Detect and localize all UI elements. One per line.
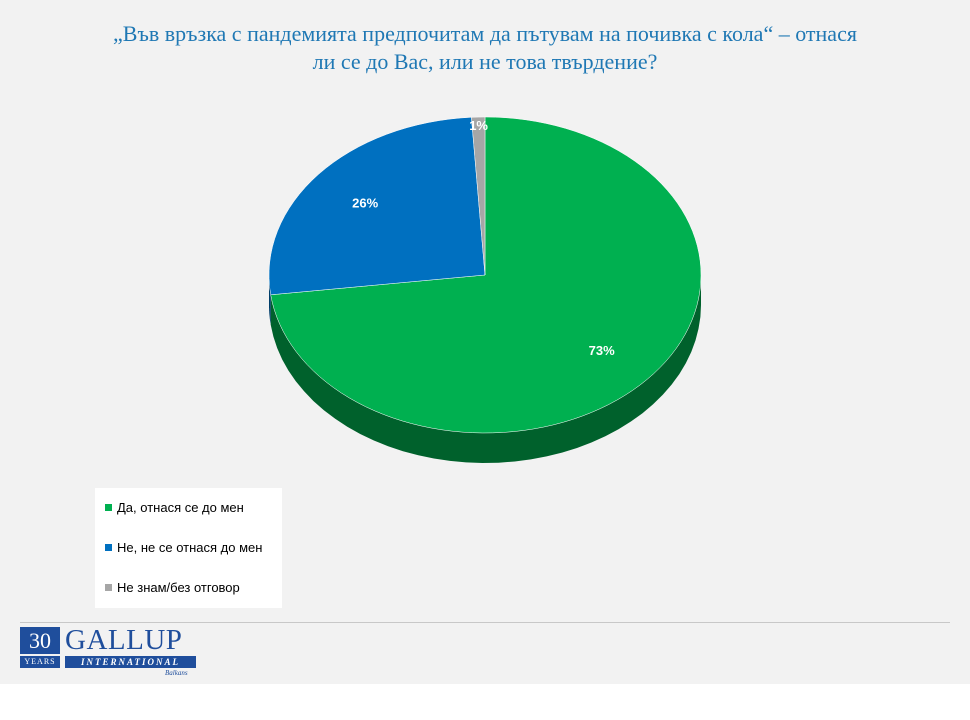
logo-30: 30 [20,627,60,654]
gallup-logo: 30 YEARS GALLUP INTERNATIONAL Balkans [20,624,200,679]
chart-title-line-1: „Във връзка с пандемията предпочитам да … [113,21,857,46]
pie-data-label-dont-know: 1% [469,118,488,133]
legend-swatch-no [105,544,112,551]
pie-data-label-no: 26% [352,196,378,211]
legend-label-no: Не, не се отнася до мен [117,540,263,555]
pie-side-yes [270,275,701,463]
pie-slice-no [268,117,486,296]
legend-item-yes: Да, отнася се до мен [105,500,244,515]
chart-title-line-2: ли се до Вас, или не това твърдение? [312,49,658,74]
legend-label-dont-know: Не знам/без отговор [117,580,240,595]
legend: Да, отнася се до мен Не, не се отнася до… [95,488,282,608]
pie-labels: 73% 26% 1% [352,118,615,358]
legend-swatch-yes [105,504,112,511]
chart-title: „Във връзка с пандемията предпочитам да … [20,20,950,76]
pie-slice-yes [270,116,702,434]
pie-data-label-yes: 73% [589,343,615,358]
pie-top [268,116,702,434]
legend-item-dont-know: Не знам/без отговор [105,580,240,595]
legend-swatch-dont-know [105,584,112,591]
legend-label-yes: Да, отнася се до мен [117,500,244,515]
logo-brand: GALLUP [65,624,183,656]
footer-divider [20,622,950,623]
logo-years: YEARS [20,656,60,668]
logo-region: Balkans [165,669,188,677]
pie-slice-dont-know [471,116,486,276]
logo-international: INTERNATIONAL [65,656,196,668]
legend-item-no: Не, не се отнася до мен [105,540,262,555]
